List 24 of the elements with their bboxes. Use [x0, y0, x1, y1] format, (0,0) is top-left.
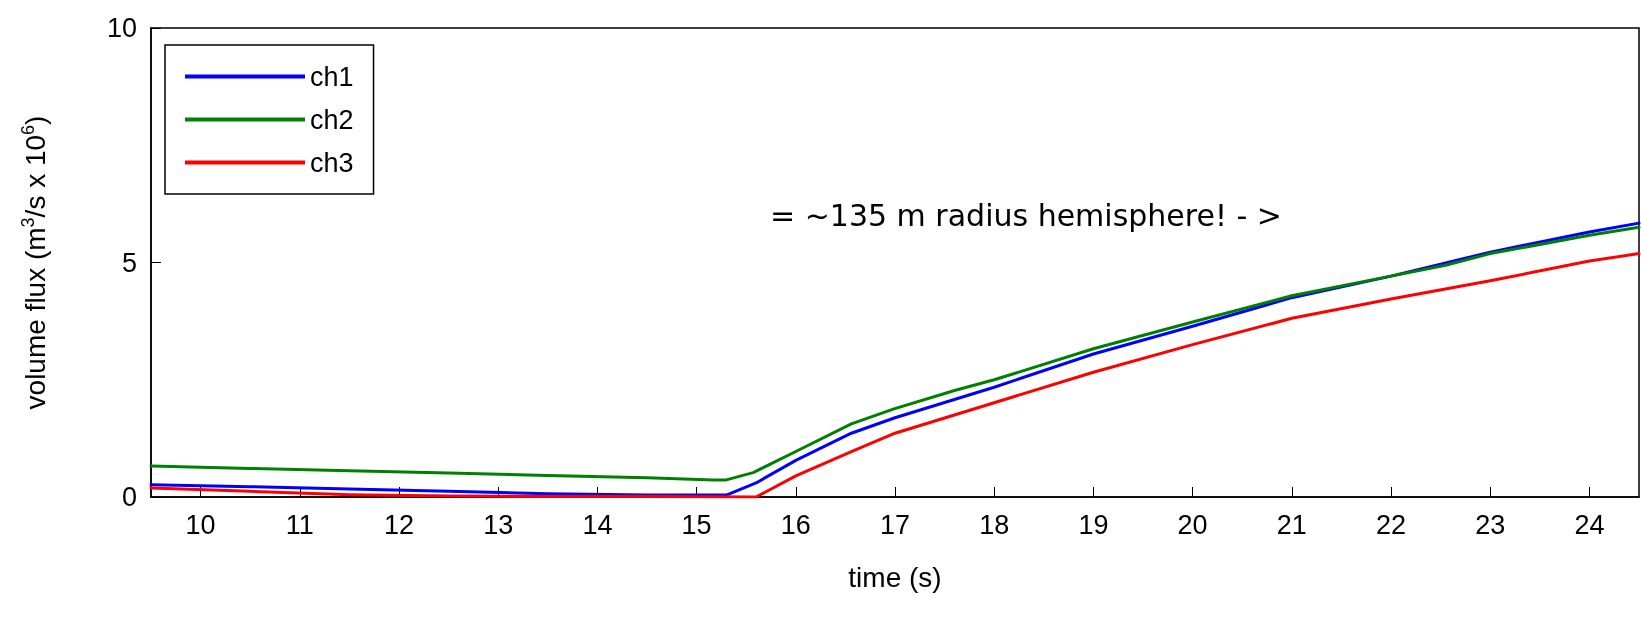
x-tick-label: 21 — [1276, 509, 1307, 540]
x-tick-label: 20 — [1177, 509, 1208, 540]
x-tick-label: 18 — [979, 509, 1010, 540]
x-axis-title: time (s) — [848, 561, 942, 593]
x-tick-label: 14 — [582, 509, 613, 540]
x-tick-label: 23 — [1475, 509, 1506, 540]
x-tick-label: 13 — [483, 509, 514, 540]
y-tick-label: 10 — [106, 13, 137, 43]
x-tick-label: 16 — [780, 509, 811, 540]
legend-label: ch3 — [310, 147, 354, 178]
x-tick-label: 10 — [185, 509, 216, 540]
y-axis-title: volume flux (m3/s x 106) — [18, 115, 51, 410]
x-tick-label: 24 — [1574, 509, 1605, 540]
x-tick-label: 11 — [285, 509, 314, 540]
y-tick-label: 5 — [121, 247, 137, 278]
y-tick-label: 0 — [121, 482, 137, 512]
x-tick-label: 19 — [1078, 509, 1109, 540]
legend-label: ch1 — [310, 61, 354, 92]
x-tick-label: 17 — [879, 509, 911, 540]
x-tick-label: 12 — [383, 509, 415, 540]
annotation: = ~135 m radius hemisphere! - > — [770, 197, 1283, 233]
x-tick-label: 22 — [1375, 509, 1407, 540]
legend-label: ch2 — [310, 104, 354, 135]
x-tick-label: 15 — [681, 509, 712, 540]
